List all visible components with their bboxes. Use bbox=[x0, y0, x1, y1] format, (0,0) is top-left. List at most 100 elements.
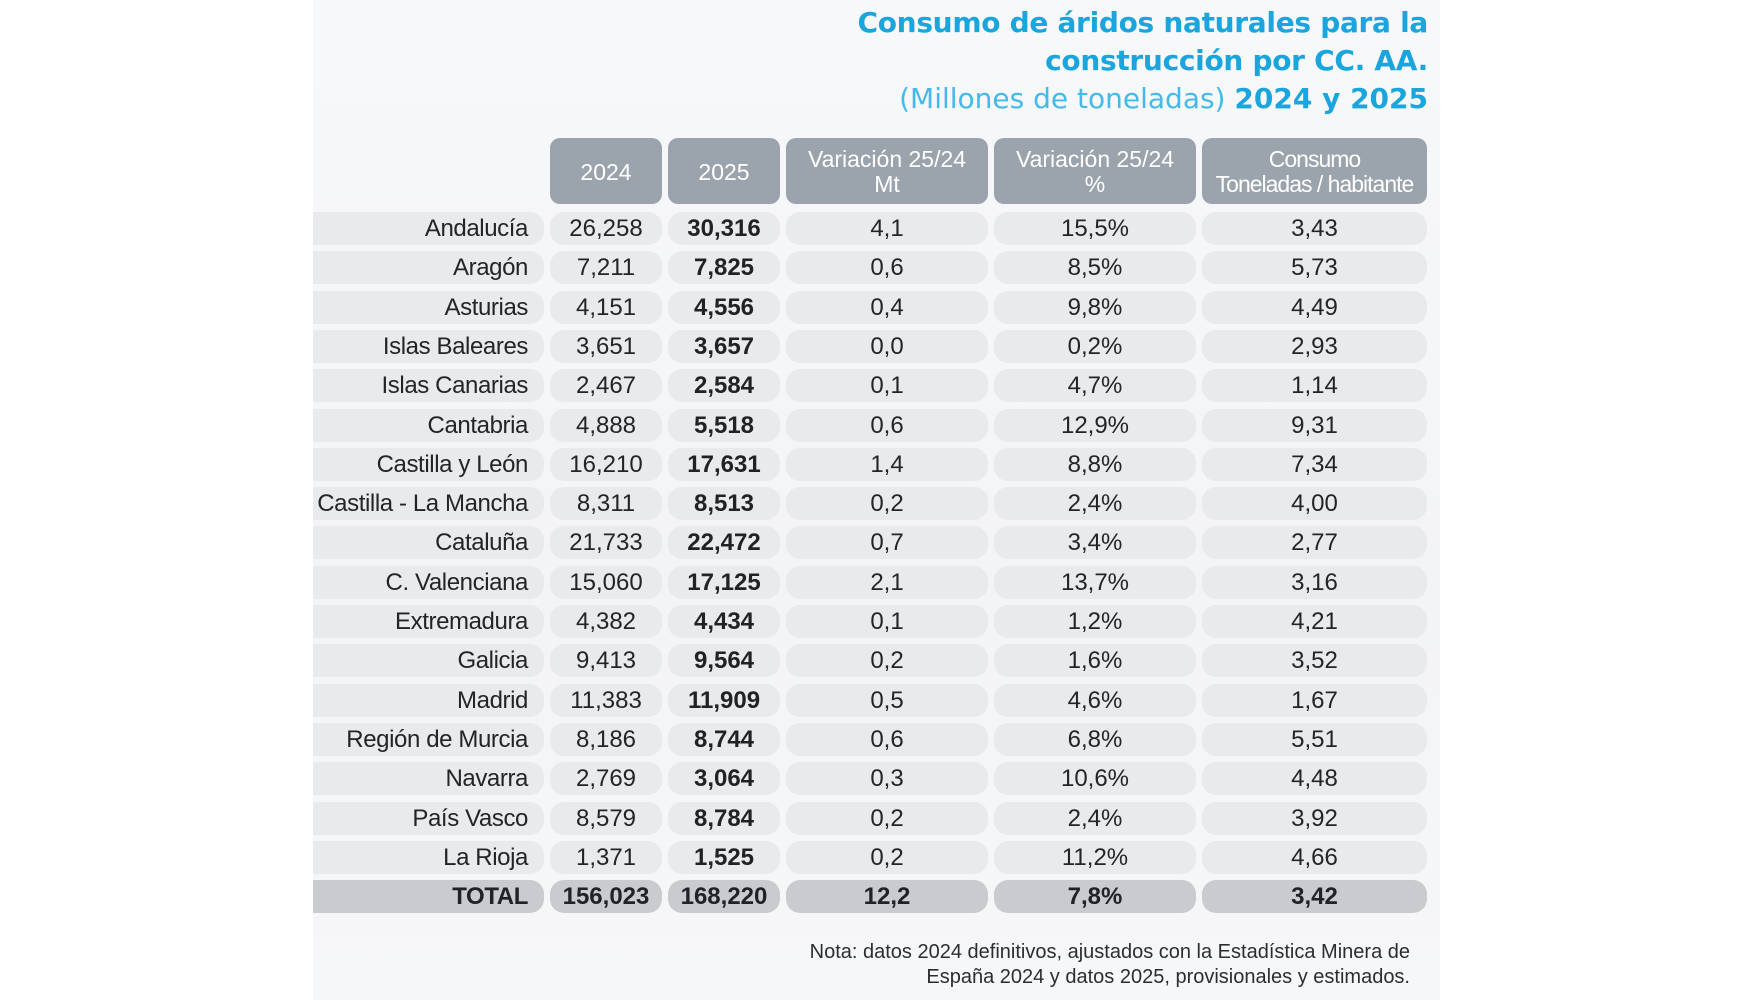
row-var_mt: 1,4 bbox=[786, 448, 988, 481]
header-variacion-pct: Variación 25/24% bbox=[994, 138, 1196, 204]
row-var_mt: 0,0 bbox=[786, 330, 988, 363]
row-region: Asturias bbox=[313, 291, 544, 324]
row-y2025: 2,584 bbox=[668, 369, 780, 402]
row-y2024: 11,383 bbox=[550, 684, 662, 717]
row-y2024: 4,151 bbox=[550, 291, 662, 324]
row-per_capita: 1,14 bbox=[1202, 369, 1427, 402]
row-per_capita: 1,67 bbox=[1202, 684, 1427, 717]
row-var_pct: 10,6% bbox=[994, 762, 1196, 795]
row-y2024: 3,651 bbox=[550, 330, 662, 363]
header-consumo-line-2: Toneladas / habitante bbox=[1215, 171, 1415, 197]
row-y2024: 9,413 bbox=[550, 644, 662, 677]
row-per_capita: 7,34 bbox=[1202, 448, 1427, 481]
row-per_capita: 3,43 bbox=[1202, 212, 1427, 245]
header-2024-line-1: 2024 bbox=[580, 158, 632, 185]
row-y2024: 8,579 bbox=[550, 802, 662, 835]
row-y2024: 15,060 bbox=[550, 566, 662, 599]
row-region: Islas Canarias bbox=[313, 369, 544, 402]
row-region: C. Valenciana bbox=[313, 566, 544, 599]
row-var_pct: 8,8% bbox=[994, 448, 1196, 481]
row-var_mt: 0,7 bbox=[786, 526, 988, 559]
row-var_mt: 0,2 bbox=[786, 802, 988, 835]
header-variacion-mt: Variación 25/24 Mt bbox=[786, 138, 988, 204]
row-var_pct: 2,4% bbox=[994, 802, 1196, 835]
row-var_mt: 0,1 bbox=[786, 369, 988, 402]
row-per_capita: 4,66 bbox=[1202, 841, 1427, 874]
row-var_mt: 0,4 bbox=[786, 291, 988, 324]
row-var_mt: 0,6 bbox=[786, 251, 988, 284]
header-2025: 2025 bbox=[668, 138, 780, 204]
row-region: Castilla y León bbox=[313, 448, 544, 481]
footnote-line-1: Nota: datos 2024 definitivos, ajustados … bbox=[809, 941, 1410, 963]
row-y2024: 26,258 bbox=[550, 212, 662, 245]
header-variacion-pct-line-2: % bbox=[1084, 171, 1106, 197]
row-var_mt: 2,1 bbox=[786, 566, 988, 599]
row-var_pct: 6,8% bbox=[994, 723, 1196, 756]
row-var_mt: 4,1 bbox=[786, 212, 988, 245]
subtitle-units: (Millones de toneladas) bbox=[899, 82, 1226, 115]
row-region: Extremadura bbox=[313, 605, 544, 638]
row-region: Castilla - La Mancha bbox=[313, 487, 544, 520]
row-var_pct: 9,8% bbox=[994, 291, 1196, 324]
row-y2025: 7,825 bbox=[668, 251, 780, 284]
row-y2025: 8,784 bbox=[668, 802, 780, 835]
row-y2025: 3,064 bbox=[668, 762, 780, 795]
row-y2024: 2,769 bbox=[550, 762, 662, 795]
total-per_capita: 3,42 bbox=[1202, 880, 1427, 913]
row-per_capita: 4,48 bbox=[1202, 762, 1427, 795]
row-y2024: 21,733 bbox=[550, 526, 662, 559]
total-y2025: 168,220 bbox=[668, 880, 780, 913]
row-region: La Rioja bbox=[313, 841, 544, 874]
row-var_mt: 0,6 bbox=[786, 409, 988, 442]
row-region: Aragón bbox=[313, 251, 544, 284]
row-y2024: 7,211 bbox=[550, 251, 662, 284]
row-region: Madrid bbox=[313, 684, 544, 717]
row-y2025: 4,556 bbox=[668, 291, 780, 324]
footnote-line-2: España 2024 y datos 2025, provisionales … bbox=[926, 966, 1410, 988]
subtitle-years: 2024 y 2025 bbox=[1234, 82, 1428, 115]
header-variacion-mt-line-2: Mt bbox=[874, 171, 900, 197]
chart-title-block: Consumo de áridos naturales para la cons… bbox=[858, 4, 1429, 118]
row-y2024: 8,186 bbox=[550, 723, 662, 756]
total-var_mt: 12,2 bbox=[786, 880, 988, 913]
row-region: Cantabria bbox=[313, 409, 544, 442]
row-var_pct: 2,4% bbox=[994, 487, 1196, 520]
row-y2024: 16,210 bbox=[550, 448, 662, 481]
header-2025-line-1: 2025 bbox=[698, 158, 750, 185]
row-var_mt: 0,5 bbox=[786, 684, 988, 717]
row-var_pct: 1,6% bbox=[994, 644, 1196, 677]
chart-title-line-1: Consumo de áridos naturales para la bbox=[857, 6, 1429, 39]
header-consumo: Consumo Toneladas / habitante bbox=[1202, 138, 1427, 204]
row-y2025: 17,125 bbox=[668, 566, 780, 599]
footnote: Nota: datos 2024 definitivos, ajustados … bbox=[810, 940, 1410, 990]
row-y2024: 1,371 bbox=[550, 841, 662, 874]
row-y2024: 4,382 bbox=[550, 605, 662, 638]
row-y2025: 22,472 bbox=[668, 526, 780, 559]
row-per_capita: 4,00 bbox=[1202, 487, 1427, 520]
row-per_capita: 2,77 bbox=[1202, 526, 1427, 559]
row-y2025: 9,564 bbox=[668, 644, 780, 677]
row-var_pct: 12,9% bbox=[994, 409, 1196, 442]
row-var_pct: 1,2% bbox=[994, 605, 1196, 638]
row-var_pct: 3,4% bbox=[994, 526, 1196, 559]
row-region: Región de Murcia bbox=[313, 723, 544, 756]
row-region: País Vasco bbox=[313, 802, 544, 835]
row-y2025: 5,518 bbox=[668, 409, 780, 442]
row-var_pct: 15,5% bbox=[994, 212, 1196, 245]
row-var_pct: 4,6% bbox=[994, 684, 1196, 717]
row-y2025: 3,657 bbox=[668, 330, 780, 363]
total-region: TOTAL bbox=[313, 880, 544, 913]
header-variacion-mt-line-1: Variación 25/24 bbox=[807, 146, 967, 172]
chart-subtitle: (Millones de toneladas) 2024 y 2025 bbox=[858, 80, 1428, 118]
row-region: Galicia bbox=[313, 644, 544, 677]
row-var_pct: 8,5% bbox=[994, 251, 1196, 284]
row-y2025: 17,631 bbox=[668, 448, 780, 481]
row-var_mt: 0,2 bbox=[786, 487, 988, 520]
row-y2025: 4,434 bbox=[668, 605, 780, 638]
header-consumo-line-1: Consumo bbox=[1268, 146, 1361, 172]
row-var_pct: 11,2% bbox=[994, 841, 1196, 874]
row-per_capita: 4,49 bbox=[1202, 291, 1427, 324]
row-y2025: 11,909 bbox=[668, 684, 780, 717]
row-region: Islas Baleares bbox=[313, 330, 544, 363]
header-2024: 2024 bbox=[550, 138, 662, 204]
